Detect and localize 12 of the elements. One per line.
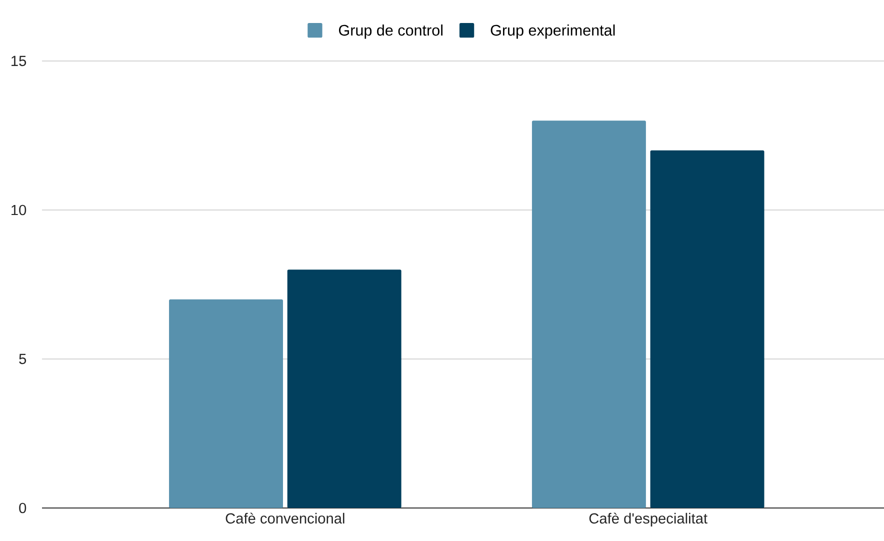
x-tick-label: Cafè convencional (226, 512, 344, 524)
y-tick-label: 10 (12, 204, 26, 216)
legend-label: Grup experimental (490, 24, 615, 39)
y-tick-label: 0 (19, 502, 26, 514)
bar (650, 150, 764, 508)
y-tick-label: 5 (19, 354, 26, 364)
bar (169, 299, 283, 508)
legend-label: Grup de control (338, 24, 442, 39)
bar (532, 120, 646, 508)
bar (287, 270, 402, 508)
y-tick-label: 15 (12, 56, 26, 66)
x-tick-label: Cafè d'especialitat (589, 512, 708, 526)
